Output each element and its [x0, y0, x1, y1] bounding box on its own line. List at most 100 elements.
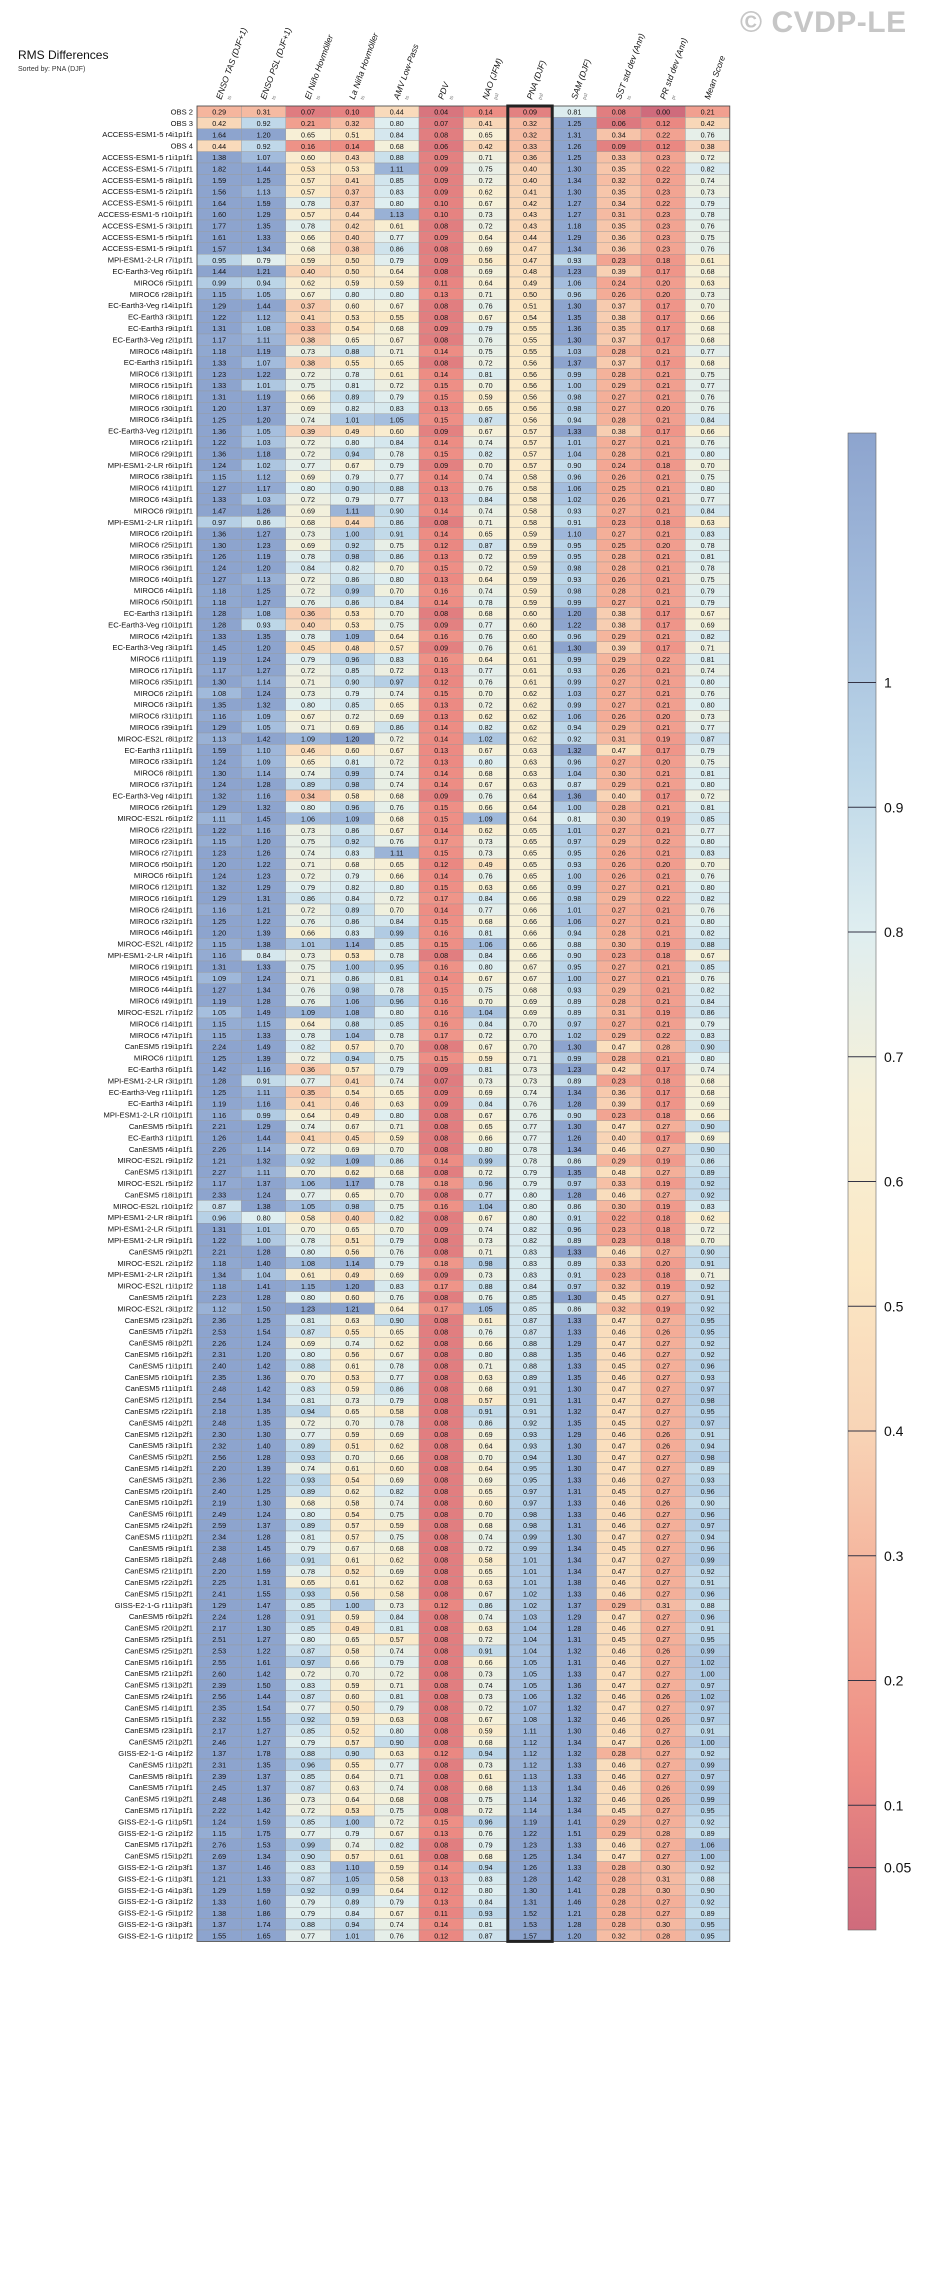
cell-value-label: 0.78	[523, 1145, 537, 1154]
cell-value-label: 0.70	[701, 860, 715, 869]
cell-value-label: 0.58	[345, 1498, 359, 1507]
cell-value-label: 1.22	[257, 370, 271, 379]
cell-value-label: 1.28	[567, 1920, 581, 1929]
cell-value-label: 0.72	[301, 450, 315, 459]
cell-value-label: 0.78	[301, 1031, 315, 1040]
cell-value-label: 0.81	[390, 1624, 404, 1633]
row-label: MIROC-ES2L r10i1p1f2	[113, 1202, 193, 1211]
cell-value-label: 0.79	[523, 1168, 537, 1177]
colorbar-tick-label: 0.9	[884, 799, 904, 815]
cell-value-label: 0.63	[390, 1099, 404, 1108]
cell-value-label: 0.76	[701, 871, 715, 880]
cell-value-label: 0.13	[434, 712, 448, 721]
cell-value-label: 1.14	[257, 1145, 271, 1154]
row-label: EC-Earth3 r1i1p1f1	[128, 1133, 193, 1142]
cell-value-label: 0.86	[301, 894, 315, 903]
cell-value-label: 2.46	[212, 1738, 226, 1747]
cell-value-label: 0.59	[301, 256, 315, 265]
row-label: MIROC6 r5i1p1f1	[134, 278, 193, 287]
cell-value-label: 1.29	[212, 301, 226, 310]
cell-value-label: 0.23	[612, 1236, 626, 1245]
cell-value-label: 1.20	[212, 928, 226, 937]
cell-value-label: 1.24	[257, 1339, 271, 1348]
cell-value-label: 0.84	[701, 997, 715, 1006]
cell-value-label: 0.60	[345, 746, 359, 755]
cell-value-label: 0.80	[701, 917, 715, 926]
cell-value-label: 0.31	[612, 735, 626, 744]
cell-value-label: 0.95	[701, 1327, 715, 1336]
cell-value-label: 0.67	[701, 951, 715, 960]
cell-value-label: 0.12	[434, 1749, 448, 1758]
cell-value-label: 0.99	[567, 883, 581, 892]
row-label: MIROC-ES2L r8i1p1f2	[117, 734, 193, 743]
cell-value-label: 0.68	[301, 518, 315, 527]
cell-value-label: 1.64	[212, 199, 226, 208]
cell-value-label: 0.57	[301, 187, 315, 196]
cell-value-label: 0.76	[479, 871, 493, 880]
column-header: El Niño Hovmöller	[302, 32, 335, 100]
cell-value-label: 0.69	[390, 1270, 404, 1279]
cell-value-label: 1.19	[257, 393, 271, 402]
cell-value-label: 0.08	[434, 1635, 448, 1644]
cell-value-label: 0.27	[612, 598, 626, 607]
cell-value-label: 0.54	[345, 1510, 359, 1519]
cell-value-label: 0.77	[301, 1704, 315, 1713]
row-label: MIROC6 r17i1p1f1	[130, 666, 193, 675]
cell-value-label: 0.89	[301, 1521, 315, 1530]
cell-value-label: 1.42	[257, 1384, 271, 1393]
cell-value-label: 1.34	[257, 244, 271, 253]
cell-value-label: 1.17	[212, 666, 226, 675]
cell-value-label: 0.27	[612, 963, 626, 972]
cell-value-label: 1.31	[567, 1487, 581, 1496]
row-label: CanESM5 r15i1p2f1	[125, 1589, 193, 1598]
cell-value-label: 0.08	[434, 951, 448, 960]
cell-value-label: 1.37	[257, 1772, 271, 1781]
cell-value-label: 0.72	[301, 1054, 315, 1063]
row-label: ACCESS-ESM1-5 r6i1p1f1	[102, 199, 193, 208]
cell-value-label: 1.00	[257, 1236, 271, 1245]
column-header-subtitle: ts	[626, 95, 633, 101]
row-label: MIROC6 r38i1p1f1	[130, 472, 193, 481]
cell-value-label: 0.27	[656, 1567, 670, 1576]
cell-value-label: 1.31	[212, 324, 226, 333]
cell-value-label: 0.23	[612, 951, 626, 960]
cell-value-label: 0.65	[301, 130, 315, 139]
cell-value-label: 1.17	[212, 336, 226, 345]
cell-value-label: 0.70	[523, 1020, 537, 1029]
row-label: CanESM5 r1i1p2f1	[129, 1760, 193, 1769]
cell-value-label: 0.84	[390, 598, 404, 607]
cell-value-label: 0.55	[523, 347, 537, 356]
cell-value-label: 2.49	[212, 1510, 226, 1519]
cell-value-label: 0.21	[656, 484, 670, 493]
cell-value-label: 0.18	[656, 461, 670, 470]
cell-value-label: 0.68	[479, 1738, 493, 1747]
cell-value-label: 0.90	[567, 461, 581, 470]
cell-value-label: 0.66	[701, 313, 715, 322]
cell-value-label: 0.70	[301, 1225, 315, 1234]
cell-value-label: 1.36	[567, 792, 581, 801]
cell-value-label: 0.66	[523, 951, 537, 960]
row-label: MPI-ESM1-2-LR r7i1p1f1	[108, 256, 193, 265]
cell-value-label: 0.67	[479, 1590, 493, 1599]
cell-value-label: 0.40	[301, 267, 315, 276]
cell-value-label: 0.54	[345, 1476, 359, 1485]
cell-value-label: 0.18	[656, 518, 670, 527]
cell-value-label: 0.94	[479, 1749, 493, 1758]
cell-value-label: 0.45	[612, 1419, 626, 1428]
row-label: EC-Earth3-Veg r11i1p1f1	[109, 1088, 193, 1097]
cell-value-label: 0.91	[523, 1384, 537, 1393]
cell-value-label: 1.42	[567, 1875, 581, 1884]
cell-value-label: 0.70	[390, 1191, 404, 1200]
cell-value-label: 0.12	[434, 1886, 448, 1895]
cell-value-label: 0.67	[345, 461, 359, 470]
cell-value-label: 0.83	[701, 1202, 715, 1211]
cell-value-label: 0.08	[434, 1464, 448, 1473]
cell-value-label: 0.68	[479, 1852, 493, 1861]
cell-value-label: 0.41	[345, 1077, 359, 1086]
cell-value-label: 0.74	[479, 1612, 493, 1621]
row-label: CanESM5 r14i1p1f1	[125, 1703, 193, 1712]
cell-value-label: 0.71	[301, 860, 315, 869]
cell-value-label: 1.24	[257, 1191, 271, 1200]
cell-value-label: 0.65	[301, 757, 315, 766]
cell-value-label: 0.12	[434, 1601, 448, 1610]
